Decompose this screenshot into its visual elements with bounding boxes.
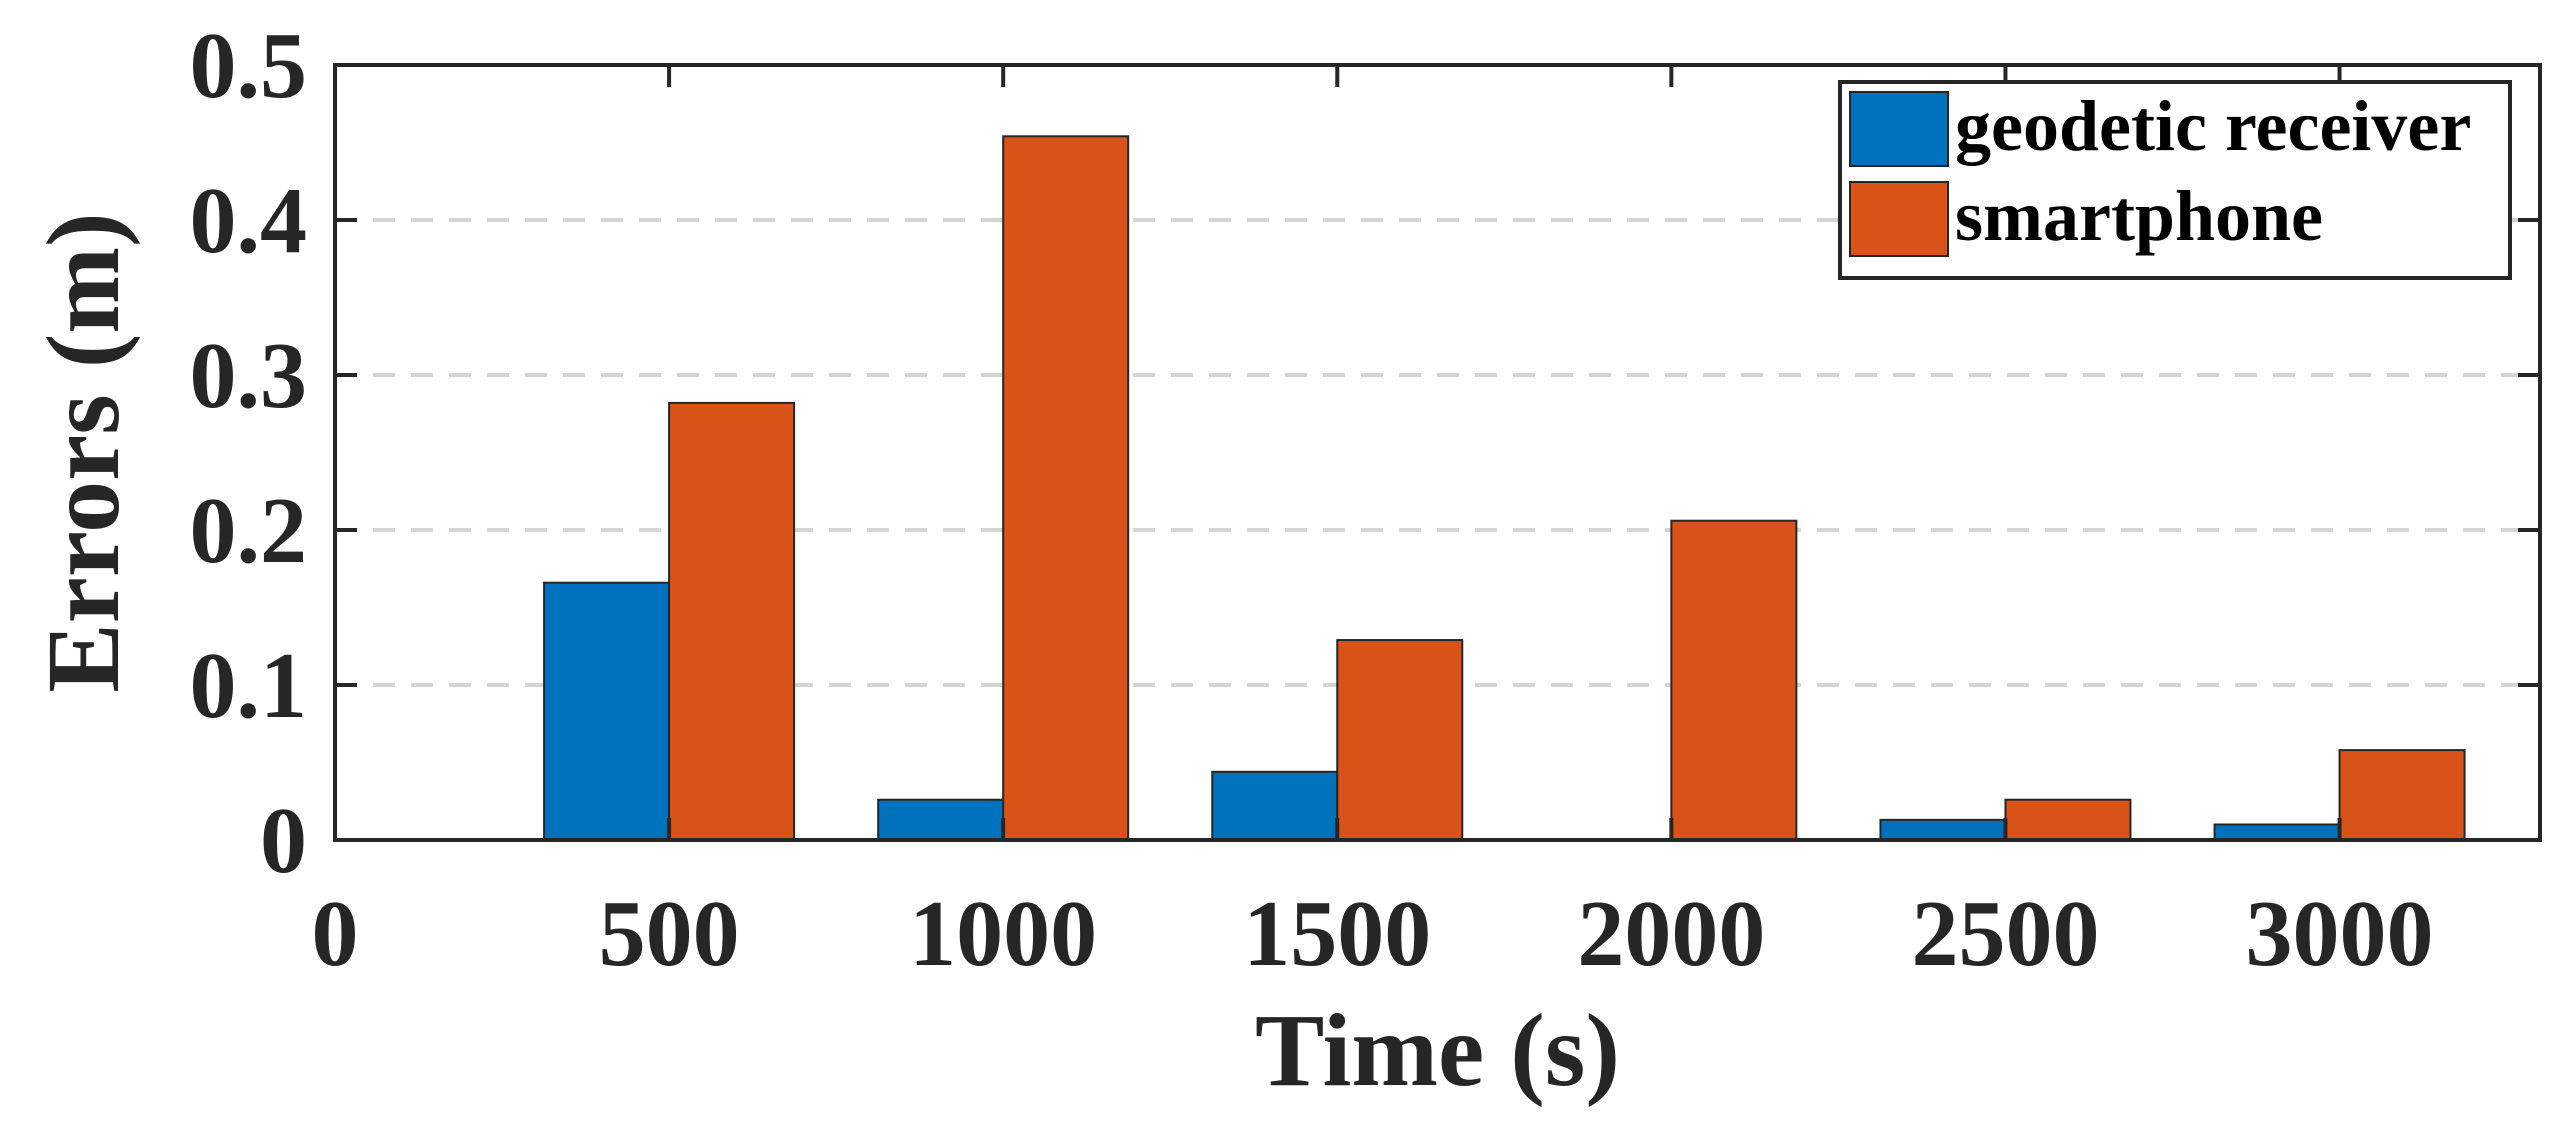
legend: geodetic receiver smartphone — [1838, 80, 2512, 280]
bar-geodetic-receiver-3000 — [2213, 823, 2341, 841]
x-tick-label: 2000 — [1577, 882, 1765, 986]
legend-box — [1838, 80, 2512, 280]
bar-smartphone-1500 — [1336, 639, 1464, 841]
y-tick-label: 0.5 — [190, 14, 308, 118]
legend-swatch-geodetic-receiver — [1849, 91, 1949, 167]
bar-smartphone-500 — [668, 401, 796, 841]
y-tick-label: 0.4 — [190, 169, 308, 273]
bar-geodetic-receiver-2500 — [1879, 818, 2007, 841]
x-tick-label: 3000 — [2246, 882, 2434, 986]
x-axis-title: Time (s) — [1255, 993, 1620, 1108]
bar-smartphone-2000 — [1670, 519, 1798, 841]
bar-smartphone-2500 — [2004, 798, 2132, 842]
bar-smartphone-1000 — [1002, 135, 1130, 842]
x-tick-label: 1000 — [909, 882, 1097, 986]
x-tick-label: 500 — [599, 882, 740, 986]
legend-swatch-smartphone — [1849, 181, 1949, 257]
bar-smartphone-3000 — [2338, 749, 2466, 841]
y-tick-label: 0.1 — [190, 634, 308, 738]
bars — [543, 135, 2466, 842]
x-tick-label: 0 — [312, 882, 359, 986]
x-tick-label: 1500 — [1243, 882, 1431, 986]
y-tick-label: 0 — [260, 789, 307, 893]
legend-label-geodetic-receiver: geodetic receiver — [1955, 86, 2471, 166]
axis-ticks — [333, 63, 2540, 842]
bar-geodetic-receiver-500 — [543, 581, 671, 841]
plot-frame — [333, 63, 2542, 842]
x-tick-label: 2500 — [1911, 882, 2099, 986]
bar-geodetic-receiver-1000 — [877, 798, 1005, 842]
bar-geodetic-receiver-1500 — [1211, 770, 1339, 841]
y-axis-title: Errors (m) — [26, 212, 141, 692]
tick-labels: 0 500 1000 1500 2000 2500 3000 0 0.1 0.2 0.3 0.4 0.5 — [190, 14, 2434, 986]
legend-label-smartphone: smartphone — [1955, 176, 2323, 256]
y-tick-label: 0.2 — [190, 479, 308, 583]
y-tick-label: 0.3 — [190, 324, 308, 428]
